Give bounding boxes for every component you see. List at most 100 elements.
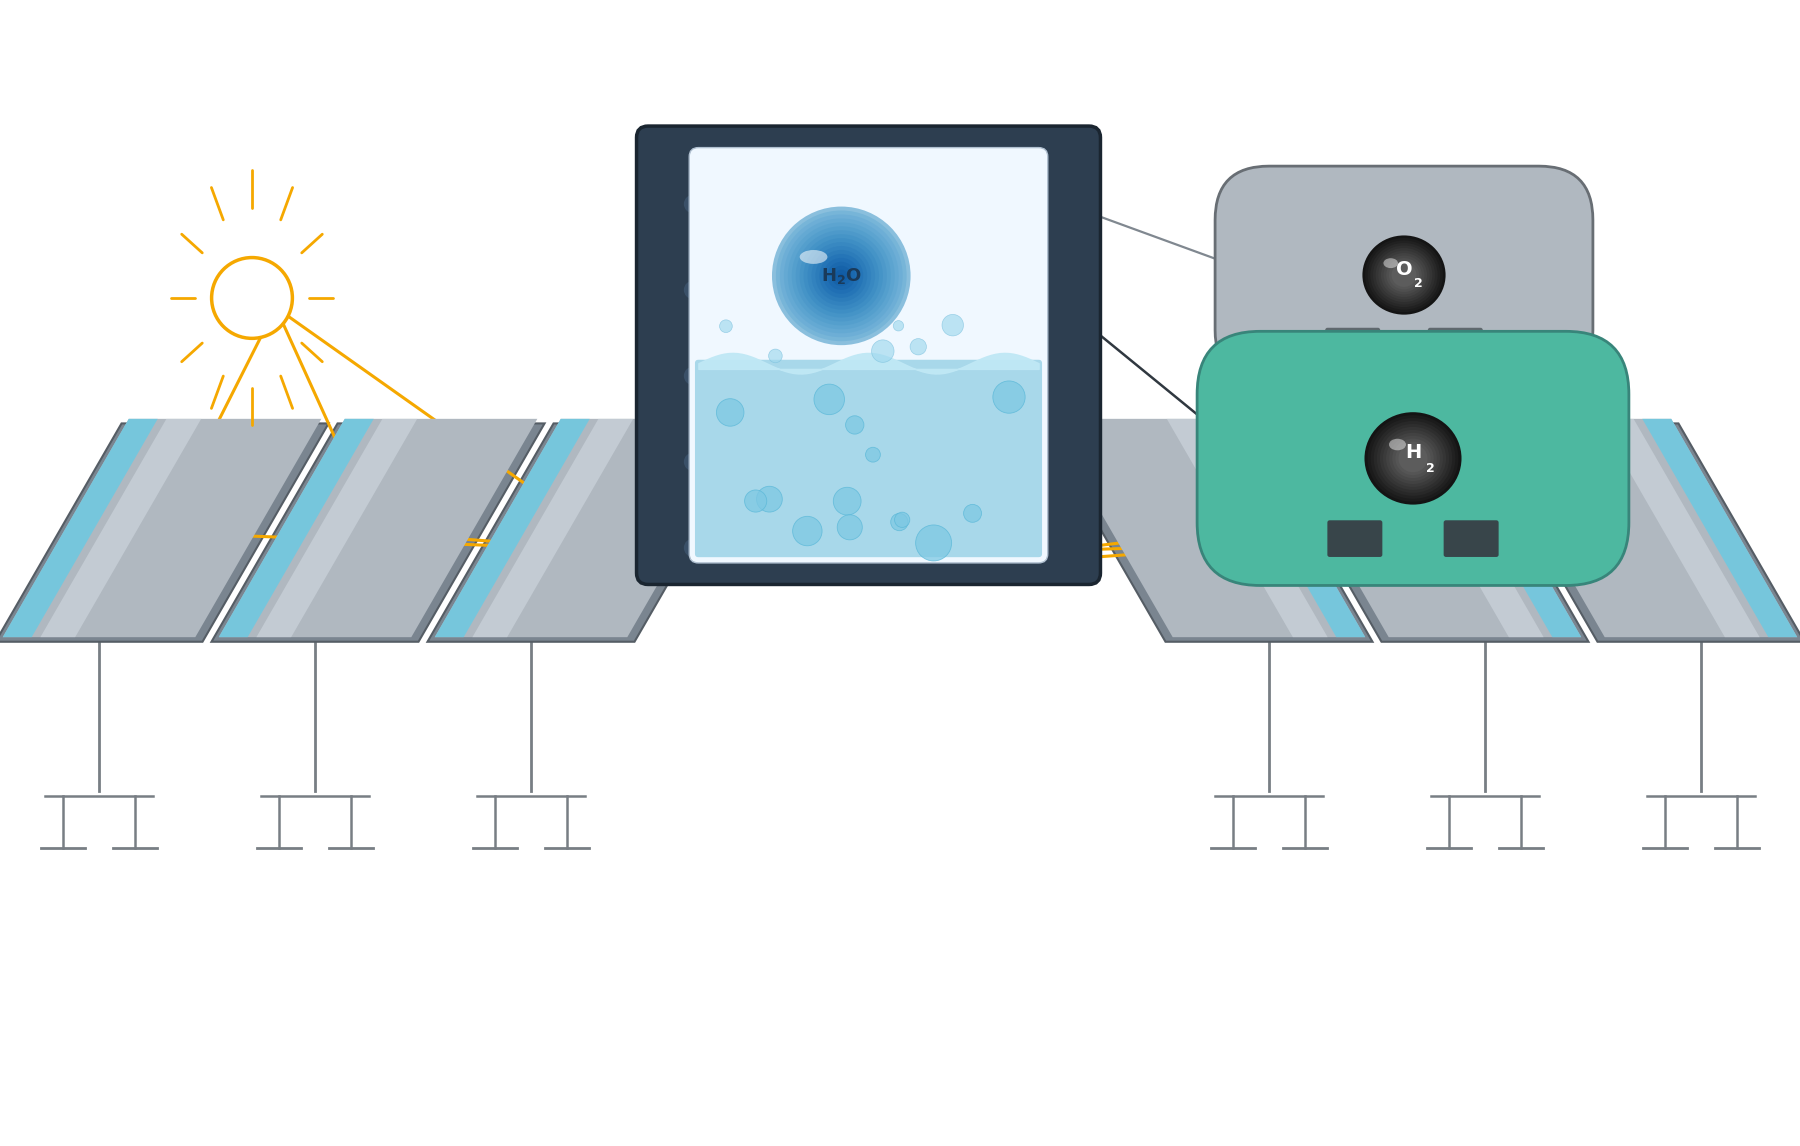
Circle shape [212,258,292,338]
Circle shape [745,490,767,512]
Polygon shape [1166,418,1328,637]
Text: 2: 2 [1426,462,1435,476]
Circle shape [1008,281,1026,299]
Ellipse shape [1384,256,1424,295]
Ellipse shape [1386,258,1422,292]
Text: 2: 2 [1415,277,1424,290]
Circle shape [846,416,864,434]
Polygon shape [220,418,538,637]
Circle shape [819,254,864,298]
Circle shape [815,250,868,301]
Circle shape [812,246,871,306]
Circle shape [783,219,898,333]
FancyBboxPatch shape [1215,166,1593,384]
Ellipse shape [1370,243,1438,307]
Polygon shape [2,418,158,637]
Circle shape [716,399,743,426]
Ellipse shape [1391,264,1417,286]
Circle shape [814,384,844,415]
Circle shape [871,340,895,362]
Polygon shape [40,418,202,637]
Ellipse shape [1373,245,1435,305]
Circle shape [833,487,860,515]
Polygon shape [1642,418,1796,637]
Polygon shape [472,418,634,637]
Ellipse shape [1364,413,1462,504]
Text: H: H [1404,444,1422,462]
FancyBboxPatch shape [1327,520,1382,557]
Polygon shape [211,423,545,642]
Circle shape [684,453,702,471]
Text: $\mathregular{H_2O}$: $\mathregular{H_2O}$ [821,266,862,285]
Circle shape [866,447,880,462]
Ellipse shape [1395,441,1431,476]
Ellipse shape [1364,238,1444,312]
Circle shape [837,515,862,540]
Circle shape [916,525,952,560]
Circle shape [808,242,875,309]
Circle shape [799,234,884,317]
Circle shape [927,195,945,213]
Circle shape [684,281,702,299]
Circle shape [927,539,945,557]
Circle shape [963,504,981,523]
Circle shape [1008,195,1026,213]
Circle shape [895,512,909,527]
Circle shape [779,214,904,337]
Circle shape [832,266,851,286]
Ellipse shape [1375,248,1433,303]
Polygon shape [427,423,761,642]
Polygon shape [2,418,322,637]
Circle shape [684,367,702,385]
Polygon shape [1598,418,1760,637]
Circle shape [1008,367,1026,385]
Circle shape [684,539,702,557]
Ellipse shape [1386,433,1440,484]
FancyBboxPatch shape [1427,328,1483,364]
Ellipse shape [799,250,828,264]
Circle shape [765,195,783,213]
Circle shape [1008,453,1026,471]
Polygon shape [1471,423,1800,642]
Polygon shape [1039,423,1372,642]
Polygon shape [1382,418,1544,637]
Polygon shape [1046,418,1364,637]
Circle shape [835,269,848,282]
Ellipse shape [1373,421,1453,496]
Circle shape [788,222,895,329]
Polygon shape [1478,418,1796,637]
Ellipse shape [1390,439,1406,450]
Ellipse shape [1390,435,1436,481]
Circle shape [994,380,1026,414]
FancyBboxPatch shape [689,148,1048,563]
Circle shape [839,274,844,278]
FancyBboxPatch shape [637,126,1100,584]
Ellipse shape [1381,253,1427,297]
Text: O: O [1395,260,1413,278]
Circle shape [769,350,783,363]
Circle shape [911,338,927,355]
Ellipse shape [1368,415,1458,502]
Polygon shape [1426,418,1580,637]
Ellipse shape [1379,251,1429,299]
Circle shape [684,195,702,213]
Circle shape [772,206,911,345]
Ellipse shape [1363,235,1445,315]
Ellipse shape [1377,424,1449,493]
Circle shape [846,195,864,213]
Circle shape [828,261,855,290]
FancyBboxPatch shape [1197,331,1629,586]
Circle shape [792,226,891,325]
FancyBboxPatch shape [695,360,1042,557]
Ellipse shape [1382,430,1444,487]
Circle shape [1008,539,1026,557]
Circle shape [823,258,859,293]
Ellipse shape [1370,418,1456,499]
Ellipse shape [1381,427,1445,489]
FancyBboxPatch shape [1325,328,1381,364]
Circle shape [846,539,864,557]
Ellipse shape [1390,260,1418,290]
Polygon shape [220,418,374,637]
FancyBboxPatch shape [1444,520,1499,557]
Circle shape [891,513,907,531]
